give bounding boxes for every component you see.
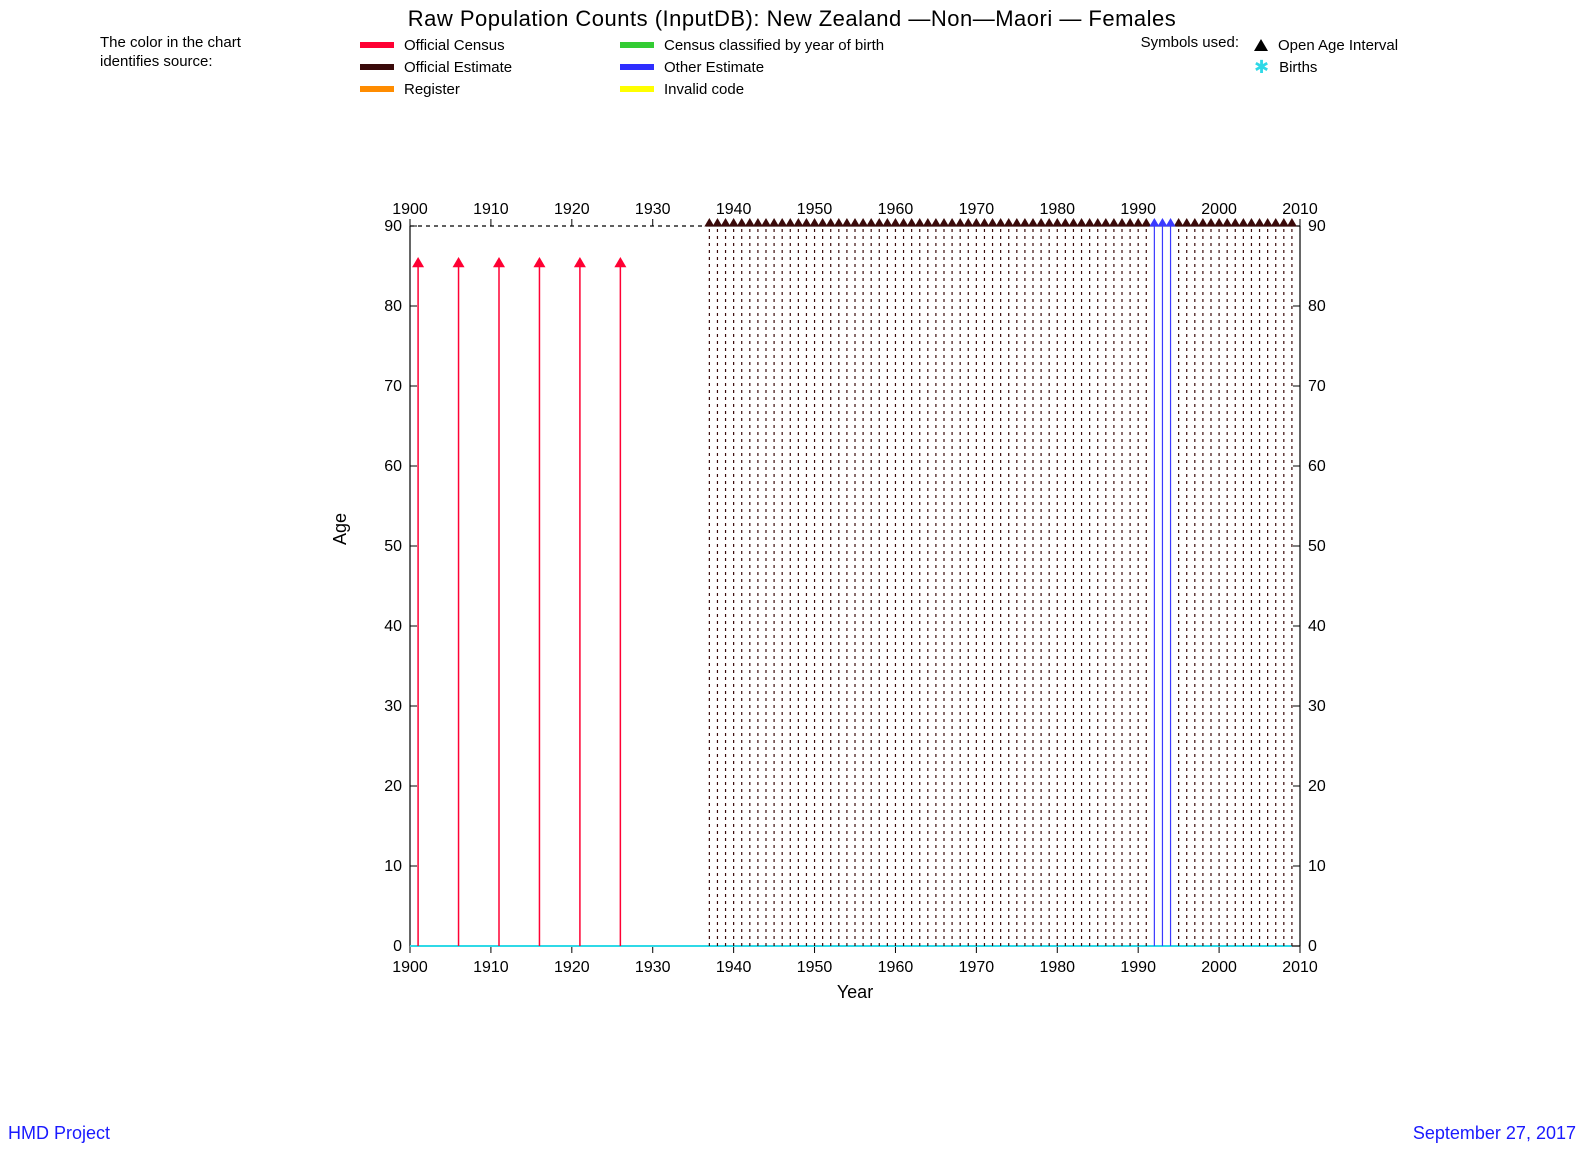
svg-text:40: 40 bbox=[1308, 618, 1326, 635]
svg-text:20: 20 bbox=[384, 778, 402, 795]
legend-source-label: Official Estimate bbox=[404, 59, 512, 76]
svg-text:2000: 2000 bbox=[1201, 201, 1237, 218]
chart-plot: 1900 1900 1910 1910 1920 1920 1930 1930 1940 1940… bbox=[370, 190, 1330, 1010]
svg-text:1990: 1990 bbox=[1120, 201, 1156, 218]
svg-text:60: 60 bbox=[1308, 458, 1326, 475]
svg-text:0: 0 bbox=[393, 938, 402, 955]
svg-text:1980: 1980 bbox=[1039, 959, 1075, 976]
svg-text:1970: 1970 bbox=[959, 959, 995, 976]
svg-text:1900: 1900 bbox=[392, 201, 428, 218]
svg-text:1920: 1920 bbox=[554, 201, 590, 218]
legend-note-line: identifies source: bbox=[100, 53, 241, 72]
svg-text:0: 0 bbox=[1308, 938, 1317, 955]
svg-text:50: 50 bbox=[384, 538, 402, 555]
svg-text:1950: 1950 bbox=[797, 201, 833, 218]
svg-text:1920: 1920 bbox=[554, 959, 590, 976]
svg-text:40: 40 bbox=[384, 618, 402, 635]
svg-text:2000: 2000 bbox=[1201, 959, 1237, 976]
legend-source-label: Other Estimate bbox=[664, 59, 764, 76]
svg-text:1950: 1950 bbox=[797, 959, 833, 976]
svg-text:1900: 1900 bbox=[392, 959, 428, 976]
legend-note: The color in the chart identifies source… bbox=[100, 34, 241, 72]
legend-sources: Official Census Census classified by year… bbox=[360, 34, 884, 100]
svg-text:1970: 1970 bbox=[959, 201, 995, 218]
svg-text:1910: 1910 bbox=[473, 201, 509, 218]
svg-text:90: 90 bbox=[1308, 218, 1326, 235]
svg-text:80: 80 bbox=[1308, 298, 1326, 315]
svg-text:60: 60 bbox=[384, 458, 402, 475]
svg-text:20: 20 bbox=[1308, 778, 1326, 795]
legend-note-line: The color in the chart bbox=[100, 34, 241, 53]
svg-text:50: 50 bbox=[1308, 538, 1326, 555]
svg-text:30: 30 bbox=[1308, 698, 1326, 715]
legend-source-label: Census classified by year of birth bbox=[664, 37, 884, 54]
svg-text:1930: 1930 bbox=[635, 201, 671, 218]
legend-source-label: Invalid code bbox=[664, 81, 744, 98]
svg-text:70: 70 bbox=[384, 378, 402, 395]
footer-right: September 27, 2017 bbox=[1413, 1123, 1576, 1144]
legend-symbols-header: Symbols used: bbox=[1141, 34, 1239, 51]
svg-text:80: 80 bbox=[384, 298, 402, 315]
page-root: { "title": "Raw Population Counts (Input… bbox=[0, 0, 1584, 1152]
svg-text:2010: 2010 bbox=[1282, 201, 1318, 218]
svg-text:1940: 1940 bbox=[716, 959, 752, 976]
chart-title: Raw Population Counts (InputDB): New Zea… bbox=[0, 6, 1584, 32]
svg-text:1980: 1980 bbox=[1039, 201, 1075, 218]
svg-text:70: 70 bbox=[1308, 378, 1326, 395]
svg-text:1990: 1990 bbox=[1120, 959, 1156, 976]
svg-text:10: 10 bbox=[1308, 858, 1326, 875]
svg-text:90: 90 bbox=[384, 218, 402, 235]
svg-text:2010: 2010 bbox=[1282, 959, 1318, 976]
legend-source-label: Register bbox=[404, 81, 460, 98]
y-axis-label: Age bbox=[330, 513, 351, 545]
legend-symbol-label: Open Age Interval bbox=[1278, 37, 1398, 54]
svg-text:1960: 1960 bbox=[878, 201, 914, 218]
legend-source-label: Official Census bbox=[404, 37, 505, 54]
svg-text:10: 10 bbox=[384, 858, 402, 875]
svg-text:1940: 1940 bbox=[716, 201, 752, 218]
footer-left: HMD Project bbox=[8, 1123, 110, 1144]
svg-text:1960: 1960 bbox=[878, 959, 914, 976]
svg-text:30: 30 bbox=[384, 698, 402, 715]
svg-text:1910: 1910 bbox=[473, 959, 509, 976]
svg-text:Year: Year bbox=[837, 982, 873, 1002]
svg-text:1930: 1930 bbox=[635, 959, 671, 976]
legend-symbol-label: Births bbox=[1279, 59, 1317, 76]
